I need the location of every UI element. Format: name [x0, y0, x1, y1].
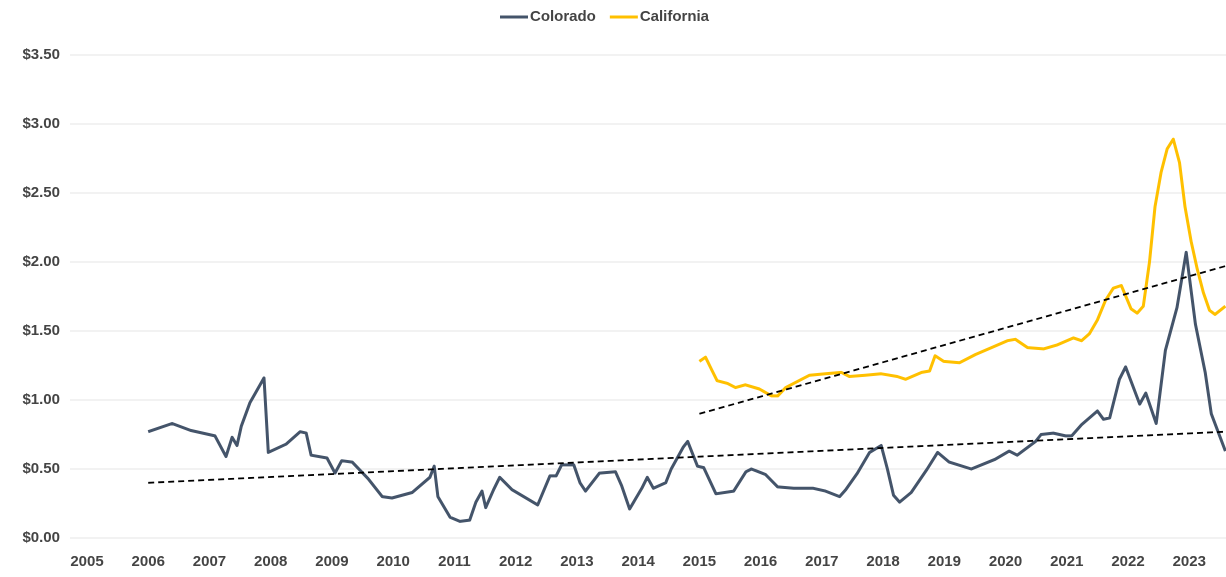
x-tick-label: 2023 [1173, 553, 1206, 570]
legend: Colorado California [500, 8, 710, 25]
x-tick-label: 2018 [866, 553, 899, 570]
x-tick-label: 2014 [621, 553, 655, 570]
x-tick-label: 2017 [805, 553, 838, 570]
x-tick-label: 2022 [1111, 553, 1144, 570]
legend-label: California [640, 8, 710, 25]
series-line [698, 137, 1226, 398]
y-tick-label: $2.50 [22, 184, 60, 201]
trend-line [148, 430, 1226, 484]
y-tick-label: $0.50 [22, 460, 60, 477]
x-tick-label: 2012 [499, 553, 532, 570]
x-tick-label: 2015 [683, 553, 716, 570]
y-tick-label: $1.50 [22, 322, 60, 339]
y-tick-label: $2.00 [22, 253, 60, 270]
y-tick-label: $3.00 [22, 115, 60, 132]
series-line [147, 250, 1226, 523]
x-tick-label: 2006 [132, 553, 165, 570]
x-tick-label: 2019 [928, 553, 961, 570]
y-tick-label: $3.50 [22, 46, 60, 63]
x-tick-label: 2008 [254, 553, 287, 570]
x-tick-label: 2013 [560, 553, 593, 570]
trend-line [699, 265, 1226, 415]
x-tick-label: 2016 [744, 553, 777, 570]
x-tick-label: 2009 [315, 553, 348, 570]
x-tick-label: 2021 [1050, 553, 1083, 570]
x-tick-label: 2010 [376, 553, 409, 570]
y-tick-label: $0.00 [22, 529, 60, 546]
x-tick-label: 2011 [438, 553, 471, 570]
legend-label: Colorado [530, 8, 596, 25]
x-tick-label: 2007 [193, 553, 226, 570]
x-tick-label: 2005 [70, 553, 103, 570]
x-tick-label: 2020 [989, 553, 1022, 570]
y-tick-label: $1.00 [22, 391, 60, 408]
